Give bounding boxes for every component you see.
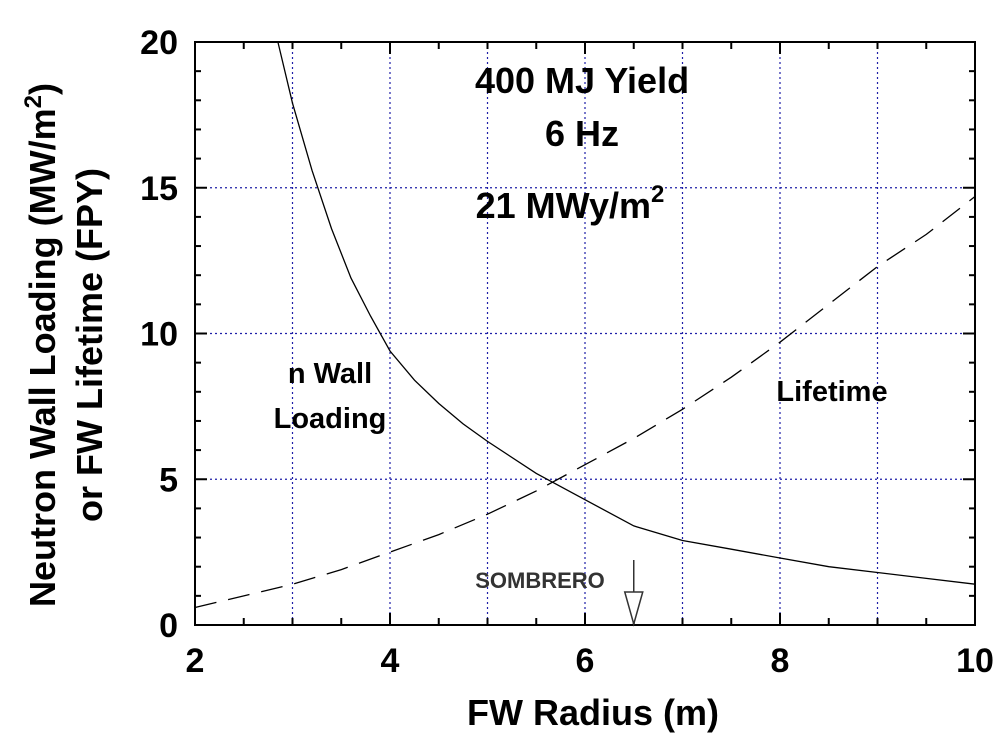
wall-loading-series-line — [277, 41, 976, 585]
x-tick-label: 10 — [956, 642, 994, 680]
x-tick-label: 2 — [186, 642, 205, 680]
grid — [194, 41, 976, 626]
y-tick-label: 5 — [159, 461, 178, 499]
annotation-sombrero: SOMBRERO — [475, 568, 605, 593]
y-tick-label: 10 — [140, 316, 178, 354]
annotation-yield: 400 MJ Yield — [475, 60, 689, 101]
annotation-loading: Loading — [274, 403, 387, 435]
sombrero-arrow-icon — [623, 560, 644, 627]
y-tick-label: 0 — [159, 607, 178, 645]
annotation-rate: 6 Hz — [545, 113, 619, 154]
series-lines — [194, 41, 976, 609]
annotation-fluence: 21 MWy/m2 — [476, 181, 665, 226]
x-tick-label: 4 — [381, 642, 400, 680]
y-axis-title-line1: Neutron Wall Loading (MW/m2) — [20, 83, 63, 607]
y-tick-label: 15 — [140, 170, 178, 208]
x-tick-label: 8 — [771, 642, 790, 680]
y-axis-title-line2: or FW Lifetime (FPY) — [69, 168, 110, 522]
x-axis-title: FW Radius (m) — [467, 692, 719, 733]
sombrero-arrow-head — [623, 591, 644, 627]
x-tick-label: 6 — [576, 642, 595, 680]
tick-labels: 2 4 6 8 10 0 5 10 15 20 FW Radius (m) — [140, 24, 994, 733]
annotation-lifetime: Lifetime — [776, 376, 887, 408]
lifetime-series-line — [194, 195, 976, 609]
y-tick-label: 20 — [140, 24, 178, 62]
annotation-n-wall: n Wall — [288, 358, 372, 390]
